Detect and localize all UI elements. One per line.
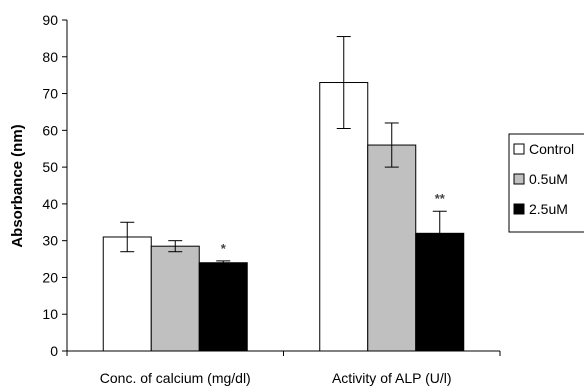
bar <box>198 262 248 352</box>
category-label: Conc. of calcium (mg/dl) <box>100 370 251 386</box>
category-labels: Conc. of calcium (mg/dl) Activity of ALP … <box>100 370 452 386</box>
bars: *** <box>102 36 465 352</box>
legend-label: 0.5uM <box>529 171 568 187</box>
legend-swatch <box>513 203 525 215</box>
y-tick-label: 70 <box>42 86 58 102</box>
legend-swatch <box>513 173 525 185</box>
legend-label: 2.5uM <box>529 201 568 217</box>
y-tick-label: 90 <box>42 12 58 28</box>
y-tick-label: 20 <box>42 269 58 285</box>
y-tick-label: 80 <box>42 49 58 65</box>
category-label: Activity of ALP (U/l) <box>332 370 452 386</box>
bar <box>102 236 152 352</box>
significance-marker: ** <box>435 191 446 206</box>
y-tick-label: 30 <box>42 233 58 249</box>
y-tick-label: 40 <box>42 196 58 212</box>
legend-swatch <box>513 143 525 155</box>
y-tick-label: 60 <box>42 122 58 138</box>
legend-label: Control <box>529 141 574 157</box>
y-axis-title: Absorbance (nm) <box>9 124 26 247</box>
y-tick-label: 10 <box>42 306 58 322</box>
legend: Control 0.5uM 2.5uM <box>508 133 584 233</box>
y-tick-label: 50 <box>42 159 58 175</box>
significance-marker: * <box>221 241 227 256</box>
y-axis-ticks: 0 10 20 30 40 50 60 70 80 90 <box>42 12 67 359</box>
bar <box>150 245 200 352</box>
y-axis-title-group: Absorbance (nm) <box>9 124 26 247</box>
y-tick-label: 0 <box>50 343 58 359</box>
bar <box>367 144 417 352</box>
